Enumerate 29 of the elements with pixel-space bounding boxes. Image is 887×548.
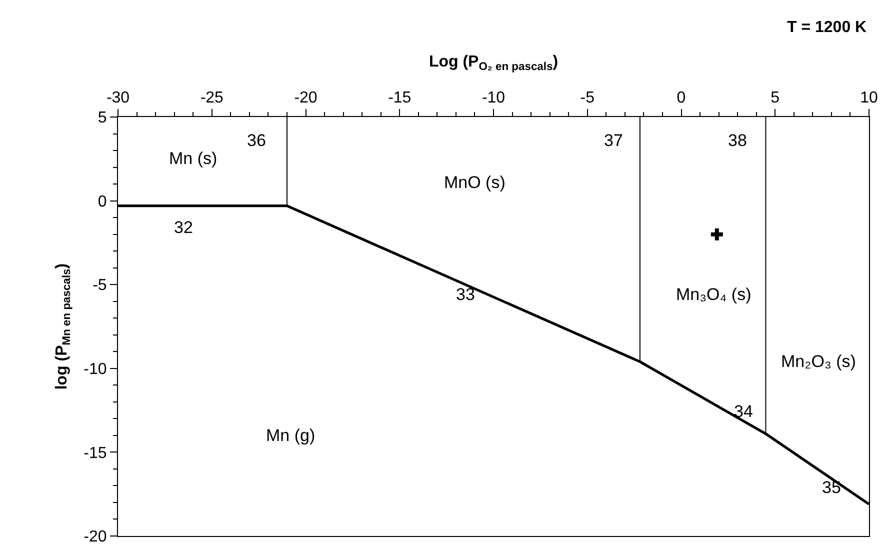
x-tick-label: 5 (770, 90, 780, 107)
annotation: 34 (734, 402, 753, 421)
annotation: Mn (g) (266, 426, 316, 445)
annotation: Mn₃O₄ (s) (676, 285, 752, 304)
x-tick-label: -25 (200, 90, 224, 107)
y-tick-label: -20 (84, 528, 107, 546)
x-tick-label: -15 (388, 90, 412, 107)
y-tick-label: -10 (84, 361, 107, 378)
x-tick-label: -10 (482, 90, 506, 107)
annotation: 37 (604, 131, 623, 150)
annotation: 32 (174, 218, 193, 237)
x-tick-label: -5 (580, 90, 595, 107)
annotation: Mn (s) (169, 149, 218, 168)
x-tick-label: -20 (294, 90, 318, 107)
text: T = 1200 K (787, 19, 868, 36)
annotation: 38 (728, 131, 747, 150)
y-tick-label: 0 (98, 193, 107, 210)
x-tick-label: -30 (106, 90, 130, 107)
x-tick-label: 10 (860, 90, 878, 107)
y-tick-label: -5 (92, 277, 107, 294)
annotation: Mn₂O₃ (s) (781, 352, 856, 371)
annotation: MnO (s) (444, 173, 506, 192)
annotation: 36 (247, 131, 266, 150)
y-tick-label: -15 (84, 444, 107, 462)
annotation: 33 (456, 285, 475, 304)
x-tick-label: 0 (676, 90, 686, 107)
annotation: 35 (822, 478, 841, 497)
x-axis-title: Log (P$_{O₂ en pascals}$) (428, 54, 558, 73)
y-tick-label: 5 (98, 110, 107, 127)
